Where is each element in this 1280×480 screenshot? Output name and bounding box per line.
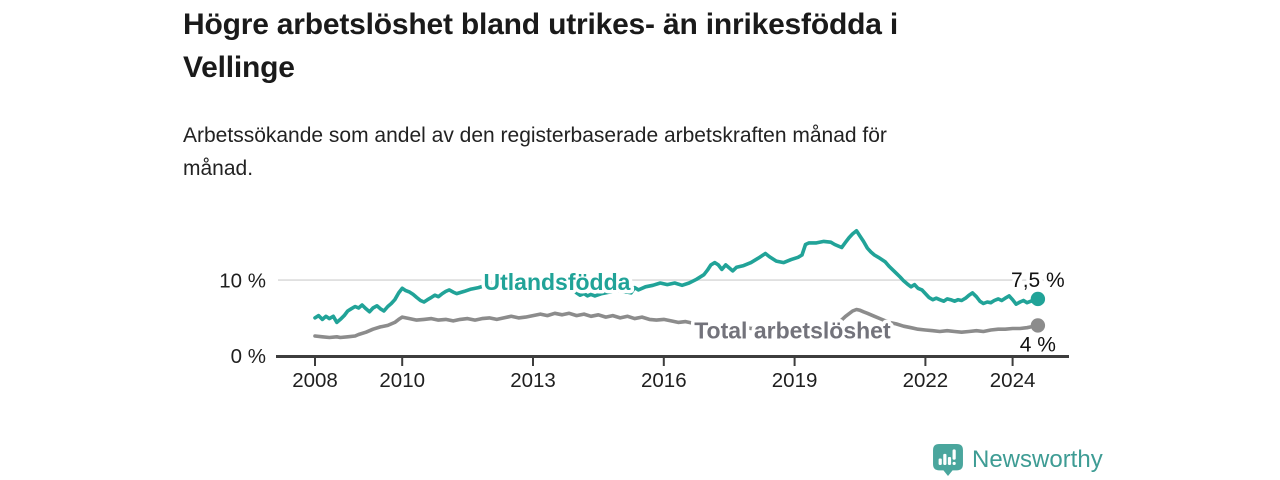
brand-name: Newsworthy	[972, 446, 1103, 473]
series-end-dot	[1030, 318, 1046, 333]
series-label: Total arbetslöshet	[694, 317, 891, 343]
series-end-dot	[1030, 291, 1046, 307]
series-end-value-label: 4 %	[1020, 333, 1056, 356]
x-tick-label: 2019	[772, 369, 818, 392]
x-tick-label: 2024	[990, 369, 1036, 392]
series-line-utlandsf-dda	[313, 229, 1040, 325]
x-tick-label: 2010	[379, 369, 425, 392]
x-tick-label: 2016	[641, 369, 687, 392]
x-tick-label: 2008	[292, 369, 338, 392]
brand-footer: Newsworthy	[933, 444, 1103, 476]
series-end-value-label: 7,5 %	[1011, 269, 1065, 292]
series-line-total-arbetsl-shet	[313, 307, 1040, 340]
page-subtitle: Arbetssökande som andel av den registerb…	[183, 124, 887, 180]
y-tick-label: 0 %	[231, 345, 266, 368]
x-tick-label: 2022	[903, 369, 949, 392]
newsworthy-logo-icon	[933, 444, 963, 476]
series-label: Utlandsfödda	[484, 269, 631, 295]
page-title: Högre arbetslöshet bland utrikes- än inr…	[183, 8, 898, 84]
x-tick-label: 2013	[510, 369, 556, 392]
y-tick-label: 10 %	[219, 270, 266, 293]
